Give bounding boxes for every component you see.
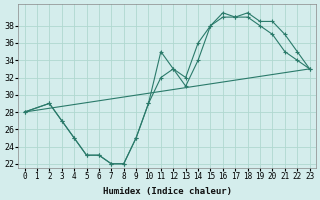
X-axis label: Humidex (Indice chaleur): Humidex (Indice chaleur) <box>103 187 232 196</box>
